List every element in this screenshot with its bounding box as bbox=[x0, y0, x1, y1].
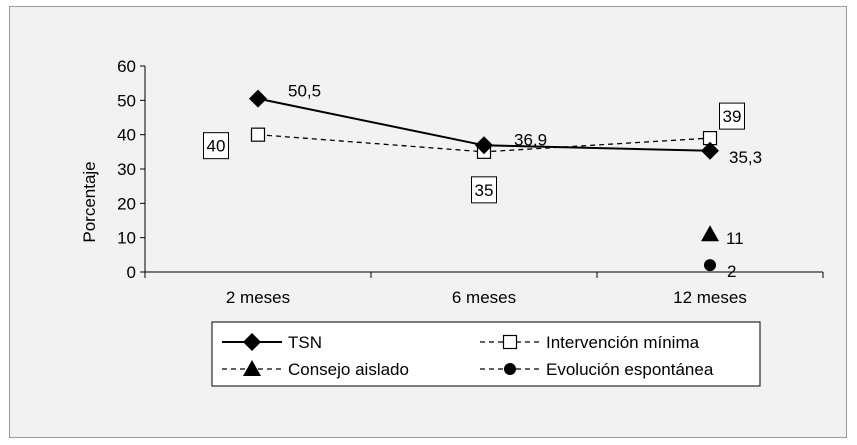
y-tick-label: 40 bbox=[117, 126, 136, 145]
data-labels: 50,5 36,9 35,3 40 35 39 11 2 bbox=[203, 82, 762, 281]
data-point bbox=[701, 225, 719, 242]
y-tick-labels: 0 10 20 30 40 50 60 bbox=[117, 57, 136, 282]
data-label-box bbox=[471, 176, 497, 204]
legend-marker bbox=[243, 333, 261, 351]
data-label: 2 bbox=[727, 262, 736, 281]
data-label: 11 bbox=[726, 229, 744, 248]
y-tick-label: 10 bbox=[117, 229, 136, 248]
y-axis-label: Porcentaje bbox=[80, 161, 99, 242]
x-tick-labels: 2 meses 6 meses 12 meses bbox=[226, 288, 747, 307]
data-label-box bbox=[203, 132, 229, 160]
legend: TSN Intervención mínima Consejo aislado Evo… bbox=[211, 321, 761, 387]
data-point bbox=[250, 127, 266, 142]
y-tick-label: 30 bbox=[117, 160, 136, 179]
y-tick-label: 60 bbox=[117, 57, 136, 76]
y-tick-label: 20 bbox=[117, 194, 136, 213]
y-tick-label: 0 bbox=[127, 263, 136, 282]
data-label: 35 bbox=[475, 181, 494, 200]
legend-marker bbox=[243, 360, 261, 376]
x-tick-label: 6 meses bbox=[452, 288, 516, 307]
y-tick-label: 50 bbox=[117, 91, 136, 110]
x-tick-label: 12 meses bbox=[673, 288, 747, 307]
data-label: 40 bbox=[207, 137, 226, 156]
data-point bbox=[475, 136, 493, 155]
legend-box bbox=[211, 321, 761, 387]
legend-label: TSN bbox=[288, 333, 322, 352]
data-label: 50,5 bbox=[288, 82, 321, 101]
data-point bbox=[249, 89, 267, 108]
legend-marker bbox=[502, 334, 518, 350]
chart-axes bbox=[140, 65, 824, 278]
legend-label: Consejo aislado bbox=[288, 360, 409, 379]
x-tick-label: 2 meses bbox=[226, 288, 290, 307]
data-point bbox=[701, 141, 719, 160]
data-label: 36,9 bbox=[514, 130, 547, 149]
legend-marker bbox=[504, 363, 516, 375]
series-group bbox=[249, 89, 719, 272]
data-label: 35,3 bbox=[729, 148, 762, 167]
legend-label: Evolución espontánea bbox=[546, 360, 714, 379]
data-point bbox=[704, 259, 716, 272]
data-label: 39 bbox=[723, 107, 742, 126]
data-label-box bbox=[719, 102, 745, 130]
legend-label: Intervención mínima bbox=[546, 333, 700, 352]
